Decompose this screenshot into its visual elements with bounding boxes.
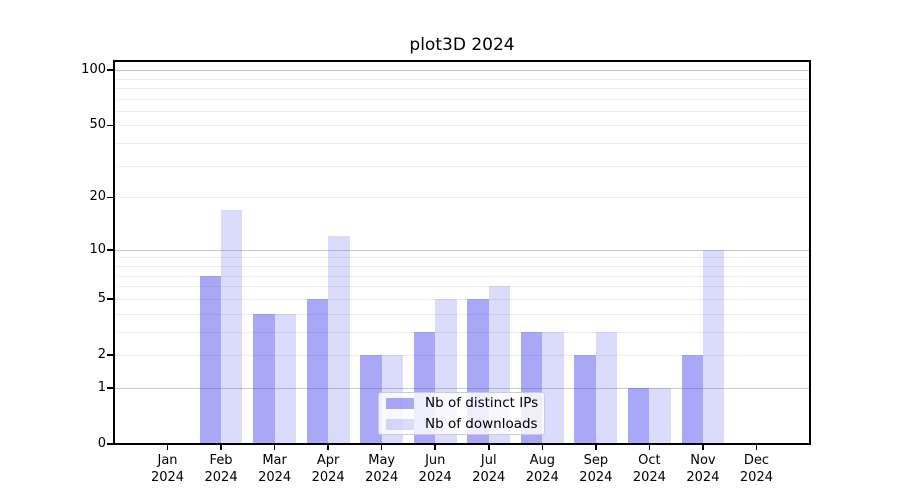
chart-title: plot3D 2024 xyxy=(409,35,515,55)
bar-downloads xyxy=(274,313,297,444)
plot-area: Jan 2024 Feb 2024 Mar 2024 Apr 2024 May 2024 Jun 20… xyxy=(81,60,811,485)
bar-distinct-ips xyxy=(360,354,382,444)
x-tick xyxy=(327,444,329,450)
bar-distinct-ips xyxy=(627,387,650,444)
y-tick xyxy=(107,124,114,127)
gridline-minor xyxy=(114,257,810,259)
gridline-minor xyxy=(114,354,810,356)
y-tick-label: 10 xyxy=(89,241,106,257)
bar-distinct-ips xyxy=(253,313,275,444)
y-tick-label: 0 xyxy=(97,436,106,451)
gridline-minor xyxy=(114,125,810,127)
y-tick-label: 20 xyxy=(89,189,106,205)
y-tick xyxy=(107,248,114,251)
x-tick-label: Mar 2024 xyxy=(258,453,292,485)
x-tick-label: Jan 2024 xyxy=(150,453,185,485)
x-tick-label: Sep 2024 xyxy=(579,453,613,485)
y-tick xyxy=(107,387,114,389)
legend-swatch-downloads xyxy=(386,418,414,430)
bar-distinct-ips xyxy=(574,354,596,444)
x-tick xyxy=(220,444,222,450)
y-tick xyxy=(107,196,114,199)
y-tick xyxy=(107,354,114,356)
legend-label-downloads: Nb of downloads xyxy=(425,416,538,432)
legend: Nb of distinct IPs Nb of downloads xyxy=(378,392,545,435)
gridline-minor xyxy=(114,275,810,277)
gridline-minor xyxy=(114,197,810,199)
x-tick-label: Jun 2024 xyxy=(418,453,452,485)
gridline-major xyxy=(114,387,810,389)
bar-distinct-ips xyxy=(199,275,222,444)
x-tick xyxy=(702,444,704,450)
legend-item-distinct-ips: Nb of distinct IPs xyxy=(379,395,544,411)
x-tick-label: Feb 2024 xyxy=(204,453,238,485)
x-tick-label: Dec 2024 xyxy=(739,453,773,485)
x-tick-label: May 2024 xyxy=(365,453,399,485)
bar-downloads xyxy=(649,387,671,444)
x-tick-label: Oct 2024 xyxy=(632,453,666,485)
gridline-minor xyxy=(114,298,810,300)
legend-label-distinct-ips: Nb of distinct IPs xyxy=(425,395,539,411)
bar-downloads xyxy=(595,331,618,444)
x-tick xyxy=(487,444,490,450)
bar-downloads xyxy=(542,331,564,444)
legend-swatch-distinct-ips xyxy=(386,397,414,409)
bar-distinct-ips xyxy=(681,354,703,444)
y-tick xyxy=(107,298,114,300)
x-tick xyxy=(380,444,383,450)
gridline-minor xyxy=(114,143,810,145)
x-tick-label: Aug 2024 xyxy=(525,453,559,485)
bar-downloads xyxy=(221,209,243,444)
x-tick-label: Nov 2024 xyxy=(686,453,720,485)
gridline-minor xyxy=(114,313,810,315)
y-tick-label: 2 xyxy=(97,346,106,362)
x-tick xyxy=(166,444,169,450)
y-tick xyxy=(107,69,114,71)
gridline-minor xyxy=(114,98,810,100)
y-tick-label: 50 xyxy=(89,117,106,133)
gridline-minor xyxy=(114,87,810,89)
legend-item-downloads: Nb of downloads xyxy=(379,416,544,432)
x-tick xyxy=(595,444,597,450)
bar-distinct-ips xyxy=(306,298,329,444)
x-tick xyxy=(273,444,276,450)
x-tick xyxy=(648,444,651,450)
gridline-major xyxy=(114,249,810,251)
y-tick xyxy=(107,443,114,445)
y-tick-label: 1 xyxy=(97,379,106,395)
gridline-major xyxy=(114,70,810,72)
gridline-minor xyxy=(114,286,810,288)
bar-downloads xyxy=(702,249,725,444)
gridline-minor xyxy=(114,78,810,80)
x-tick xyxy=(434,444,437,450)
gridline-minor xyxy=(114,265,810,267)
gridline-minor xyxy=(114,331,810,333)
x-tick xyxy=(541,444,544,450)
x-tick-label: Jul 2024 xyxy=(472,453,506,485)
x-tick-label: Apr 2024 xyxy=(311,453,345,485)
gridline-minor xyxy=(114,165,810,167)
x-tick xyxy=(755,444,758,450)
gridline-minor xyxy=(114,110,810,112)
y-tick-label: 5 xyxy=(97,290,106,306)
y-tick-label: 100 xyxy=(81,62,106,78)
bar-downloads xyxy=(328,236,350,444)
